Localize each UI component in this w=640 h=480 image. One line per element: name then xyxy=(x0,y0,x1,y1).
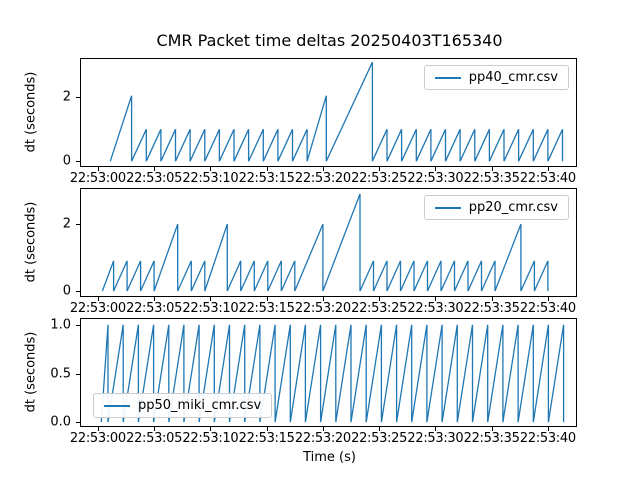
x-tick-label: 22:53:10 xyxy=(182,171,239,186)
x-tick-label: 22:53:35 xyxy=(463,301,520,316)
y-tick-label: 0 xyxy=(62,153,71,169)
x-tick-mark xyxy=(435,167,437,171)
legend: pp50_miki_cmr.csv xyxy=(93,393,273,418)
x-tick-label: 22:53:35 xyxy=(463,171,520,186)
x-axis-ticks: 22:53:00 22:53:05 22:53:10 22:53:15 22:53:20… xyxy=(70,167,576,187)
y-tick-label: 0 xyxy=(62,283,71,299)
y-tick-label: 0.0 xyxy=(50,414,71,430)
y-tick-label: 2 xyxy=(62,216,71,232)
x-tick-mark xyxy=(266,427,268,431)
x-tick-mark xyxy=(97,427,99,431)
line-series-svg xyxy=(109,61,564,162)
x-tick-label: 22:53:30 xyxy=(407,171,464,186)
x-tick-mark xyxy=(491,427,493,431)
x-tick-label: 22:53:25 xyxy=(351,171,408,186)
x-tick-label: 22:53:20 xyxy=(294,301,351,316)
plot-area: pp20_cmr.csv xyxy=(80,188,577,297)
x-axis-ticks: 22:53:00 22:53:05 22:53:10 22:53:15 22:53:20… xyxy=(70,427,576,447)
x-tick-label: 22:53:20 xyxy=(294,431,351,446)
x-tick-label: 22:53:05 xyxy=(126,431,183,446)
x-tick-mark xyxy=(379,297,381,301)
x-tick-mark xyxy=(154,297,156,301)
x-tick-mark xyxy=(379,427,381,431)
x-tick-mark xyxy=(210,297,212,301)
x-tick-label: 22:53:05 xyxy=(126,171,183,186)
y-tick-label: 0.5 xyxy=(50,366,71,381)
x-tick-mark xyxy=(435,427,437,431)
x-tick-mark xyxy=(547,297,549,301)
x-tick-label: 22:53:20 xyxy=(294,171,351,186)
x-tick-mark xyxy=(547,427,549,431)
x-tick-label: 22:53:35 xyxy=(463,431,520,446)
plot-area: pp40_cmr.csv xyxy=(80,58,577,167)
y-tick-mark xyxy=(76,422,80,424)
legend: pp20_cmr.csv xyxy=(423,195,569,220)
x-tick-mark xyxy=(154,167,156,171)
x-tick-label: 22:53:10 xyxy=(182,301,239,316)
x-tick-mark xyxy=(154,427,156,431)
x-tick-label: 22:53:15 xyxy=(238,431,295,446)
x-tick-label: 22:53:40 xyxy=(519,431,576,446)
x-tick-label: 22:53:25 xyxy=(351,431,408,446)
y-tick-label: 2 xyxy=(62,89,71,105)
x-tick-label: 22:53:00 xyxy=(69,431,126,446)
x-tick-mark xyxy=(266,297,268,301)
x-tick-label: 22:53:00 xyxy=(69,301,126,316)
y-tick-mark xyxy=(76,291,80,292)
y-tick-mark xyxy=(76,161,80,163)
x-tick-label: 22:53:15 xyxy=(238,171,295,186)
x-tick-mark xyxy=(266,167,268,171)
x-tick-mark xyxy=(322,297,324,301)
x-tick-mark xyxy=(210,167,212,171)
x-tick-label: 22:53:40 xyxy=(519,171,576,186)
x-tick-label: 22:53:15 xyxy=(238,301,295,316)
y-tick-label: 1.0 xyxy=(50,317,71,333)
x-tick-mark xyxy=(210,427,212,431)
x-tick-label: 22:53:40 xyxy=(519,301,576,316)
y-axis-ticks: 0.0 0.5 1.0 xyxy=(0,317,80,430)
x-tick-mark xyxy=(97,297,99,301)
figure-title: CMR Packet time deltas 20250403T165340 xyxy=(156,31,503,50)
x-tick-mark xyxy=(491,167,493,171)
x-tick-label: 22:53:30 xyxy=(407,431,464,446)
legend-line-sample xyxy=(434,206,461,209)
legend-label: pp40_cmr.csv xyxy=(468,70,558,85)
x-tick-mark xyxy=(435,297,437,301)
y-tick-mark xyxy=(76,324,80,326)
x-tick-mark xyxy=(379,167,381,171)
x-axis-label: Time (s) xyxy=(303,450,356,465)
y-tick-mark xyxy=(76,224,80,226)
line-series-svg xyxy=(100,324,565,423)
plot-area: pp50_miki_cmr.csv xyxy=(80,318,577,427)
legend: pp40_cmr.csv xyxy=(423,65,569,90)
x-tick-mark xyxy=(97,167,99,171)
x-tick-label: 22:53:10 xyxy=(182,431,239,446)
y-tick-mark xyxy=(76,97,80,99)
line-series-svg xyxy=(101,193,549,292)
legend-label: pp50_miki_cmr.csv xyxy=(138,398,262,413)
y-tick-mark xyxy=(76,373,80,375)
x-axis-ticks: 22:53:00 22:53:05 22:53:10 22:53:15 22:53:20… xyxy=(70,297,576,317)
x-tick-mark xyxy=(322,167,324,171)
legend-line-sample xyxy=(434,76,461,79)
legend-line-sample xyxy=(104,404,130,407)
x-tick-label: 22:53:25 xyxy=(351,301,408,316)
x-tick-mark xyxy=(322,427,324,431)
x-tick-label: 22:53:00 xyxy=(69,171,126,186)
x-tick-mark xyxy=(491,297,493,301)
x-tick-mark xyxy=(547,167,549,171)
x-tick-label: 22:53:30 xyxy=(407,301,464,316)
legend-label: pp20_cmr.csv xyxy=(468,200,558,215)
x-tick-label: 22:53:05 xyxy=(126,301,183,316)
subplot-pp50-miki: dt (seconds) 0.0 0.5 1.0 pp50_miki_cmr.csv… xyxy=(0,317,640,446)
